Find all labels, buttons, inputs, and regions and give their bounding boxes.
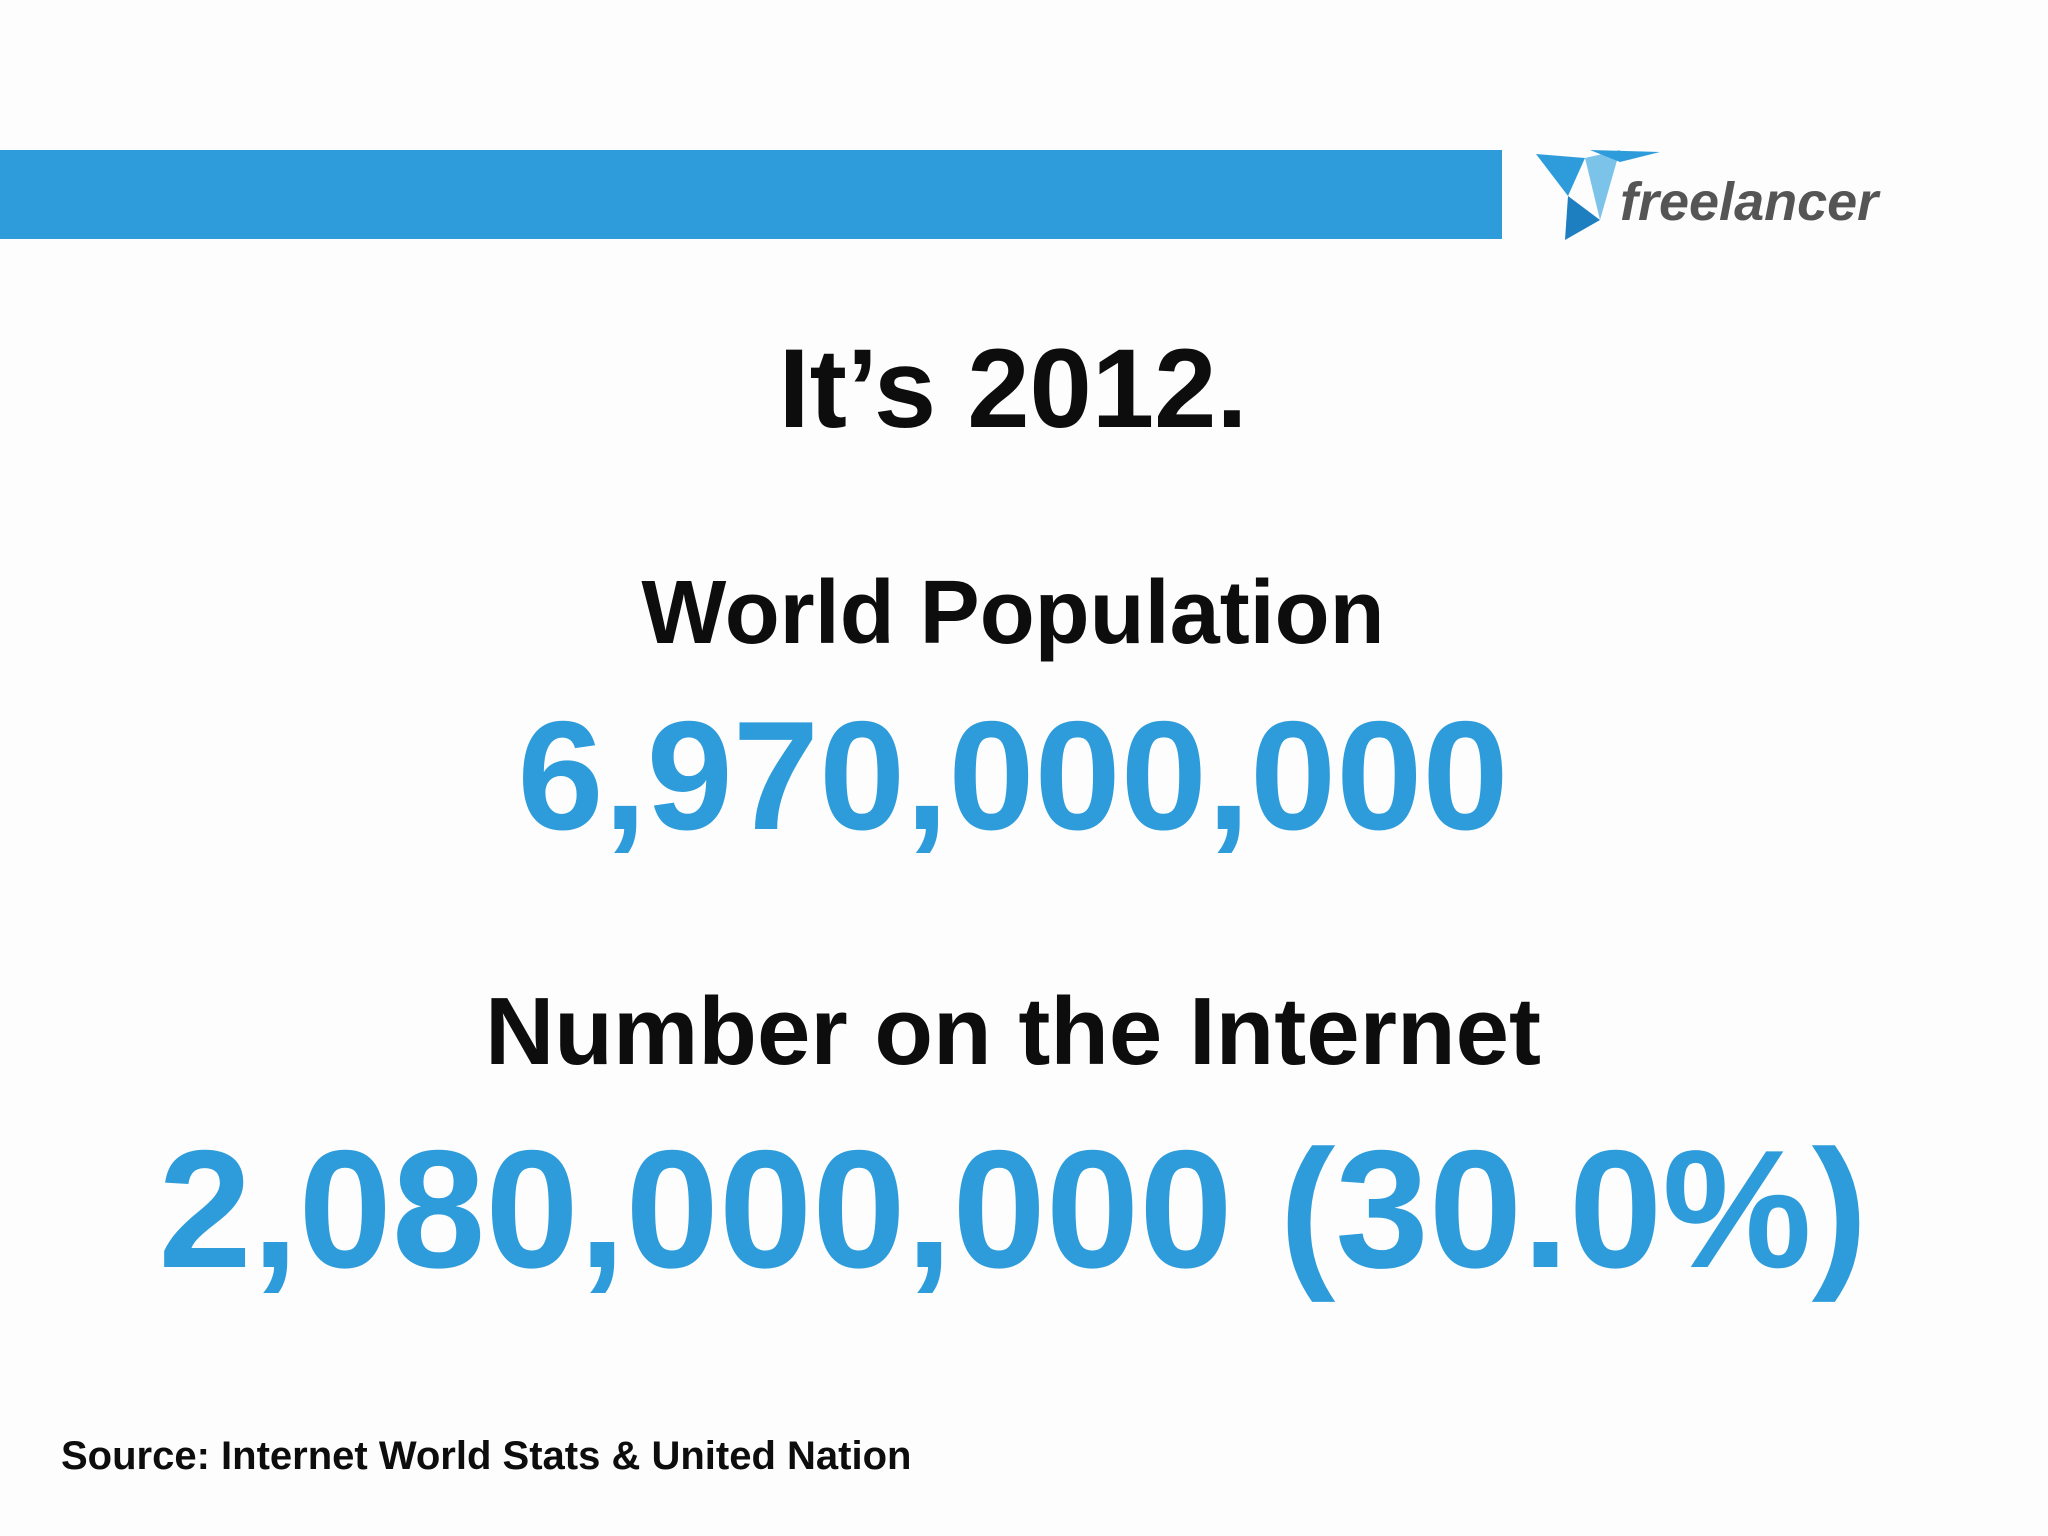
stat-value: 6,970,000,000 bbox=[517, 689, 1508, 862]
stat-value: 2,080,000,000 (30.0%) bbox=[158, 1115, 1867, 1303]
logo-body bbox=[1565, 196, 1600, 240]
stat-label: Number on the Internet bbox=[485, 978, 1541, 1085]
logo-text: freelancer bbox=[1620, 172, 1881, 232]
source-note: Source: Internet World Stats & United Na… bbox=[61, 1434, 911, 1478]
header-bar bbox=[0, 150, 1502, 239]
logo-wing bbox=[1590, 150, 1660, 162]
stat-label: World Population bbox=[641, 563, 1384, 663]
logo-wing bbox=[1585, 150, 1620, 220]
logo-wing bbox=[1536, 154, 1585, 196]
logo: freelancer bbox=[1536, 150, 1881, 240]
slide-title: It’s 2012. bbox=[778, 326, 1247, 451]
